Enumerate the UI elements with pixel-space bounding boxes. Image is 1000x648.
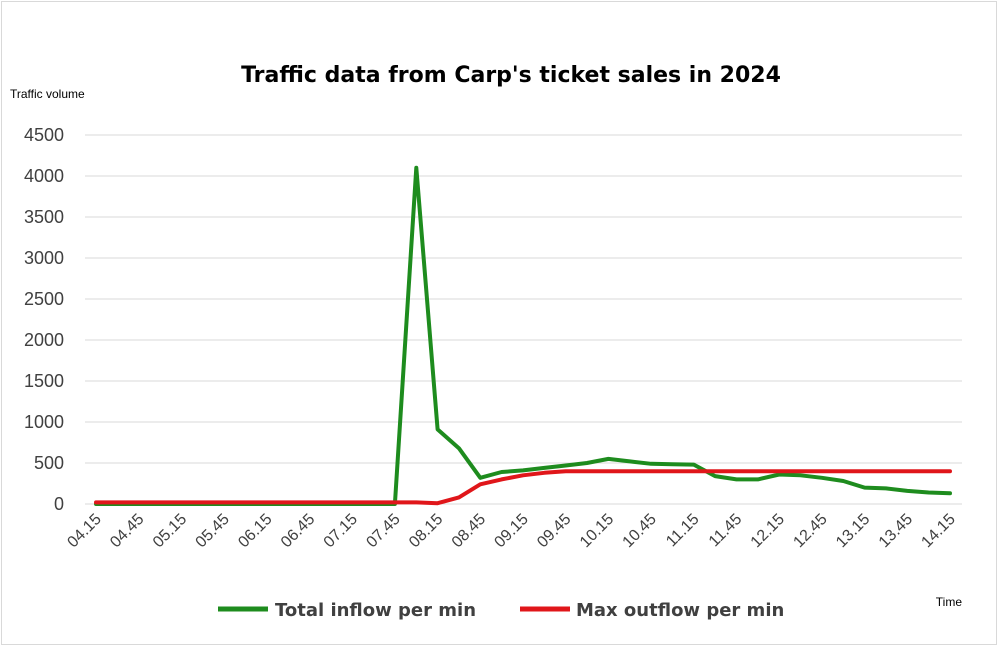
y-tick-label: 2000 [24,330,64,350]
x-tick-label: 11.15 [663,511,703,551]
x-tick-label: 09.45 [534,511,574,551]
x-axis-ticks: 04.15 04.45 05.15 05.45 06.15 06.45 07.15 07.45… [64,511,958,551]
x-tick-label: 08.15 [406,511,446,551]
chart-title: Traffic data from Carp's ticket sales in… [241,63,781,88]
y-tick-label: 1500 [24,371,64,391]
x-axis-label: Time [936,595,963,609]
x-tick-label: 09.15 [491,511,531,551]
x-tick-label: 07.15 [321,511,361,551]
gridlines [85,134,962,505]
y-tick-label: 4500 [24,125,64,145]
x-tick-label: 11.45 [706,511,746,551]
y-tick-label: 3000 [24,248,64,268]
x-tick-label: 04.45 [107,511,147,551]
x-tick-label: 12.45 [790,511,830,551]
series-line-1 [94,469,952,506]
y-tick-label: 500 [34,453,64,473]
x-tick-label: 06.45 [278,511,318,551]
x-tick-label: 05.15 [150,511,190,551]
x-tick-label: 14.15 [918,511,958,551]
y-tick-label: 2500 [24,289,64,309]
x-tick-label: 08.45 [449,511,489,551]
series-lines [94,165,952,506]
legend-label: Max outflow per min [576,600,784,621]
y-axis-ticks: 0 500 1000 1500 2000 2500 3000 3500 4000 4500 [24,125,64,514]
x-tick-label: 06.15 [235,511,275,551]
y-tick-label: 1000 [24,412,64,432]
x-tick-label: 10.45 [620,511,660,551]
y-tick-label: 0 [54,494,64,514]
y-axis-label: Traffic volume [10,87,85,101]
x-tick-label: 13.45 [876,511,916,551]
x-tick-label: 13.15 [833,511,873,551]
x-tick-label: 12.15 [748,511,788,551]
x-tick-label: 07.45 [363,511,403,551]
x-tick-label: 04.15 [64,511,104,551]
x-tick-label: 05.45 [193,511,233,551]
x-tick-label: 10.15 [577,511,617,551]
y-tick-label: 4000 [24,166,64,186]
y-tick-label: 3500 [24,207,64,227]
legend: Total inflow per min Max outflow per min [218,600,784,621]
series-line-0 [94,165,952,506]
legend-label: Total inflow per min [275,600,476,621]
